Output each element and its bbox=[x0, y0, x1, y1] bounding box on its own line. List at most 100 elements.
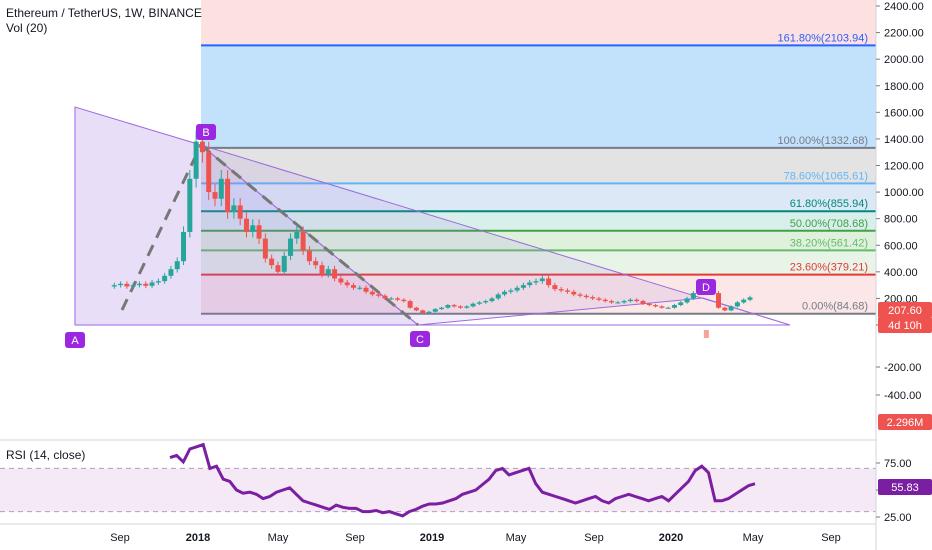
candle-body bbox=[225, 178, 231, 213]
candle-body bbox=[325, 269, 331, 275]
candle-body bbox=[678, 302, 684, 306]
candle-body bbox=[313, 261, 319, 266]
candle-body bbox=[615, 302, 621, 304]
volume-bar bbox=[716, 402, 721, 441]
candle-body bbox=[716, 293, 722, 308]
volume-bar bbox=[292, 428, 297, 440]
pattern-point-box[interactable] bbox=[65, 332, 85, 348]
candle-body bbox=[319, 265, 325, 275]
volume-bar bbox=[642, 408, 647, 440]
fib-zone bbox=[201, 230, 876, 251]
candle-body bbox=[495, 294, 501, 299]
price-axis[interactable]: 2400.00 2200.00 2000.00 1800.00 1600.00 1400.… bbox=[875, 0, 932, 550]
candle-body bbox=[671, 305, 677, 308]
candle-body bbox=[332, 269, 338, 279]
fib-level-label: 78.60%(1065.61) bbox=[784, 170, 868, 182]
volume-bar bbox=[679, 411, 684, 440]
pattern-point-c[interactable]: C bbox=[410, 331, 430, 347]
pattern-point-label: B bbox=[202, 127, 209, 139]
candle-body bbox=[168, 269, 174, 276]
rsi-legend[interactable]: RSI (14, close) bbox=[6, 448, 86, 462]
volume-bar bbox=[374, 418, 379, 440]
volume-tick-label: -200.00 bbox=[884, 362, 921, 374]
fib-level-label: 0.00%(84.68) bbox=[802, 301, 868, 313]
volume-bar bbox=[685, 407, 690, 440]
countdown-badge-label: 4d 10h bbox=[888, 320, 922, 332]
candle-body bbox=[533, 281, 539, 283]
volume-bar bbox=[504, 400, 509, 440]
pattern-point-box[interactable] bbox=[696, 279, 716, 295]
volume-legend[interactable]: Vol (20) bbox=[6, 21, 48, 35]
volume-bar bbox=[168, 436, 173, 440]
pattern-point-label: C bbox=[416, 334, 424, 346]
time-tick-label: Sep bbox=[584, 532, 604, 544]
price-panel[interactable]: 161.80%(2103.94) 100.00%(1332.68) 78.60%(1… bbox=[74, 0, 876, 441]
pattern-point-box[interactable] bbox=[196, 124, 216, 140]
candle-body bbox=[502, 291, 508, 295]
candle-body bbox=[306, 250, 312, 262]
pattern-point-a[interactable]: A bbox=[65, 332, 85, 348]
candle-body bbox=[294, 231, 300, 239]
pattern-point-box[interactable] bbox=[410, 331, 430, 347]
candle-body bbox=[741, 299, 747, 303]
candle-body bbox=[426, 311, 432, 314]
pattern-point-labels[interactable]: A B C D bbox=[65, 124, 716, 348]
volume-bar bbox=[492, 402, 497, 441]
volume-value-badge-label: 2.296M bbox=[887, 417, 924, 429]
candle-body bbox=[395, 298, 401, 300]
fib-zone bbox=[201, 274, 876, 314]
volume-bar bbox=[585, 416, 590, 440]
fib-zone bbox=[201, 211, 876, 231]
symbol-legend[interactable]: Ethereum / TetherUS, 1W, BINANCE bbox=[6, 6, 202, 20]
candle-body bbox=[734, 302, 740, 307]
candle-body bbox=[111, 285, 117, 287]
volume-bar bbox=[336, 426, 341, 440]
volume-bar bbox=[648, 409, 653, 440]
candle-body bbox=[514, 287, 520, 291]
candle-body bbox=[439, 307, 445, 310]
pattern-point-d[interactable]: D bbox=[696, 279, 716, 295]
volume-bar bbox=[330, 427, 335, 440]
rsi-panel[interactable] bbox=[0, 442, 876, 525]
volume-bar bbox=[598, 413, 603, 441]
volume-bar bbox=[280, 430, 285, 440]
time-axis[interactable]: Sep 2018 May Sep 2019 May Sep 2020 May Sep bbox=[110, 532, 841, 544]
candle-body bbox=[250, 225, 256, 232]
volume-bar bbox=[698, 341, 703, 440]
volume-bar bbox=[417, 417, 422, 440]
price-tick-label: 800.00 bbox=[884, 214, 918, 226]
volume-tick-label: -400.00 bbox=[884, 390, 921, 402]
candle-body bbox=[690, 293, 696, 299]
candle-body bbox=[684, 298, 690, 303]
volume-bar bbox=[604, 410, 609, 440]
candle-body bbox=[231, 205, 237, 213]
volume-bars bbox=[168, 330, 721, 441]
candle-body bbox=[489, 298, 495, 302]
candle-body bbox=[747, 297, 753, 300]
volume-bar bbox=[448, 407, 453, 440]
candle-body bbox=[413, 307, 419, 311]
volume-bar bbox=[455, 413, 460, 441]
volume-bar bbox=[610, 407, 615, 440]
volume-bar bbox=[180, 433, 185, 440]
candle-body bbox=[665, 307, 671, 309]
volume-bar bbox=[236, 431, 241, 440]
candle-body bbox=[275, 265, 281, 272]
price-axis-bg bbox=[876, 0, 932, 550]
price-candles bbox=[111, 130, 753, 314]
time-tick-label: 2020 bbox=[659, 532, 683, 544]
candle-body bbox=[243, 218, 249, 232]
candle-body bbox=[357, 287, 363, 289]
candle-body bbox=[621, 301, 627, 303]
fib-zone bbox=[201, 147, 876, 184]
volume-bar bbox=[274, 431, 279, 440]
pattern-point-b[interactable]: B bbox=[196, 124, 216, 140]
volume-bar bbox=[174, 435, 179, 441]
volume-bar bbox=[423, 419, 428, 440]
volume-bar bbox=[243, 430, 248, 440]
volume-bar bbox=[249, 431, 254, 440]
volume-bar bbox=[268, 432, 273, 440]
candle-body bbox=[124, 283, 130, 287]
fib-level-label: 61.80%(855.94) bbox=[790, 198, 868, 210]
